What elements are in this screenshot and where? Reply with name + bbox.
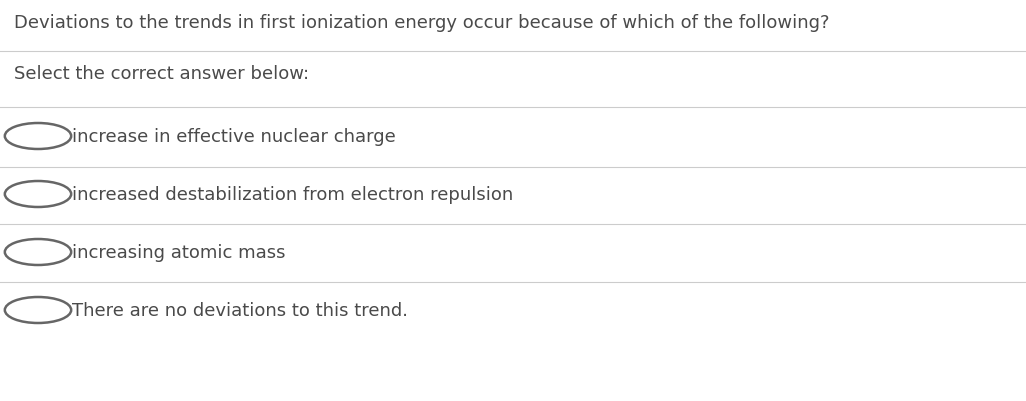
Text: There are no deviations to this trend.: There are no deviations to this trend. <box>72 301 408 319</box>
Text: Deviations to the trends in first ionization energy occur because of which of th: Deviations to the trends in first ioniza… <box>14 14 829 32</box>
Text: increasing atomic mass: increasing atomic mass <box>72 243 285 261</box>
Text: Select the correct answer below:: Select the correct answer below: <box>14 65 309 83</box>
Text: increase in effective nuclear charge: increase in effective nuclear charge <box>72 128 396 146</box>
Text: increased destabilization from electron repulsion: increased destabilization from electron … <box>72 186 513 203</box>
